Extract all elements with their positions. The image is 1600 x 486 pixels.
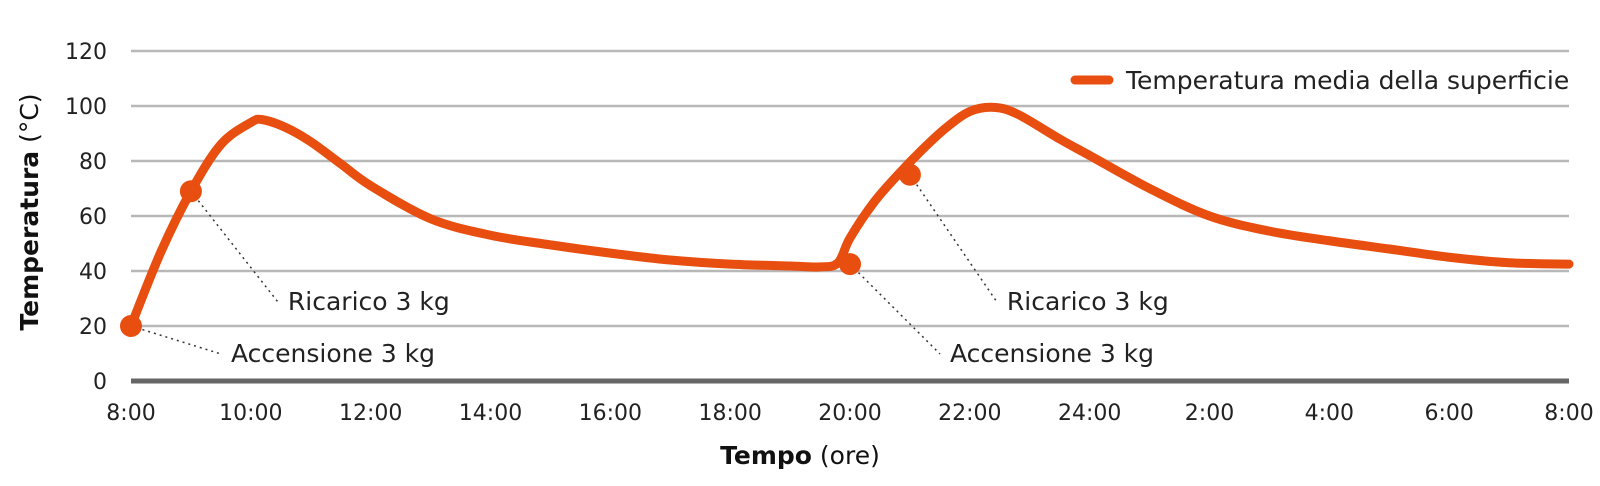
y-tick-label: 100 bbox=[65, 95, 107, 120]
y-axis-title-unit: (°C) bbox=[15, 93, 44, 150]
data-point-marker bbox=[179, 180, 202, 203]
y-tick-label: 80 bbox=[79, 150, 107, 175]
x-axis-title: Tempo (ore) bbox=[720, 441, 880, 470]
x-axis-ticks: 8:00 10:00 12:00 14:00 16:00 18:00 20:00 22:00 2… bbox=[106, 401, 1593, 426]
annotation-label: Ricarico 3 kg bbox=[288, 287, 450, 316]
legend-label: Temperatura media della superficie bbox=[1125, 66, 1569, 95]
x-tick-label: 16:00 bbox=[579, 401, 642, 426]
x-tick-label: 14:00 bbox=[459, 401, 522, 426]
markers bbox=[120, 163, 921, 337]
annotation-label: Accensione 3 kg bbox=[231, 339, 435, 368]
x-tick-label: 8:00 bbox=[106, 401, 155, 426]
x-axis-title-bold: Tempo bbox=[720, 441, 812, 470]
annotation-leader bbox=[130, 325, 222, 355]
x-tick-label: 6:00 bbox=[1424, 401, 1473, 426]
annotation-label: Ricarico 3 kg bbox=[1007, 287, 1169, 316]
x-tick-label: 22:00 bbox=[938, 401, 1001, 426]
x-tick-label: 10:00 bbox=[219, 401, 282, 426]
x-tick-label: 4:00 bbox=[1305, 401, 1354, 426]
annotations: Accensione 3 kg Ricarico 3 kg Accensione 3… bbox=[130, 174, 1169, 368]
legend: Temperatura media della superficie bbox=[1070, 66, 1569, 95]
y-tick-label: 40 bbox=[79, 260, 107, 285]
data-point-marker bbox=[839, 253, 861, 276]
annotation-label: Accensione 3 kg bbox=[950, 339, 1154, 368]
x-tick-label: 24:00 bbox=[1058, 401, 1121, 426]
series-line bbox=[126, 102, 1574, 331]
annotation-leader bbox=[849, 263, 941, 355]
annotation-leader bbox=[909, 174, 998, 303]
x-tick-label: 2:00 bbox=[1185, 401, 1234, 426]
data-point-marker bbox=[898, 163, 921, 186]
annotation-leader bbox=[190, 190, 279, 303]
x-tick-label: 8:00 bbox=[1544, 401, 1593, 426]
y-axis-ticks: 0 20 40 60 80 100 120 bbox=[65, 40, 107, 395]
y-axis-title: Temperatura (°C) bbox=[15, 93, 44, 330]
y-tick-label: 0 bbox=[93, 370, 107, 395]
x-tick-label: 12:00 bbox=[339, 401, 402, 426]
y-axis-title-bold: Temperatura bbox=[15, 151, 44, 331]
x-tick-label: 20:00 bbox=[818, 401, 881, 426]
x-tick-label: 18:00 bbox=[698, 401, 761, 426]
y-tick-label: 20 bbox=[79, 315, 107, 340]
y-tick-label: 120 bbox=[65, 40, 107, 65]
x-axis-title-unit: (ore) bbox=[812, 441, 880, 470]
gridlines bbox=[131, 49, 1569, 384]
y-tick-label: 60 bbox=[79, 205, 107, 230]
series-layer bbox=[126, 102, 1574, 331]
data-point-marker bbox=[120, 315, 142, 337]
